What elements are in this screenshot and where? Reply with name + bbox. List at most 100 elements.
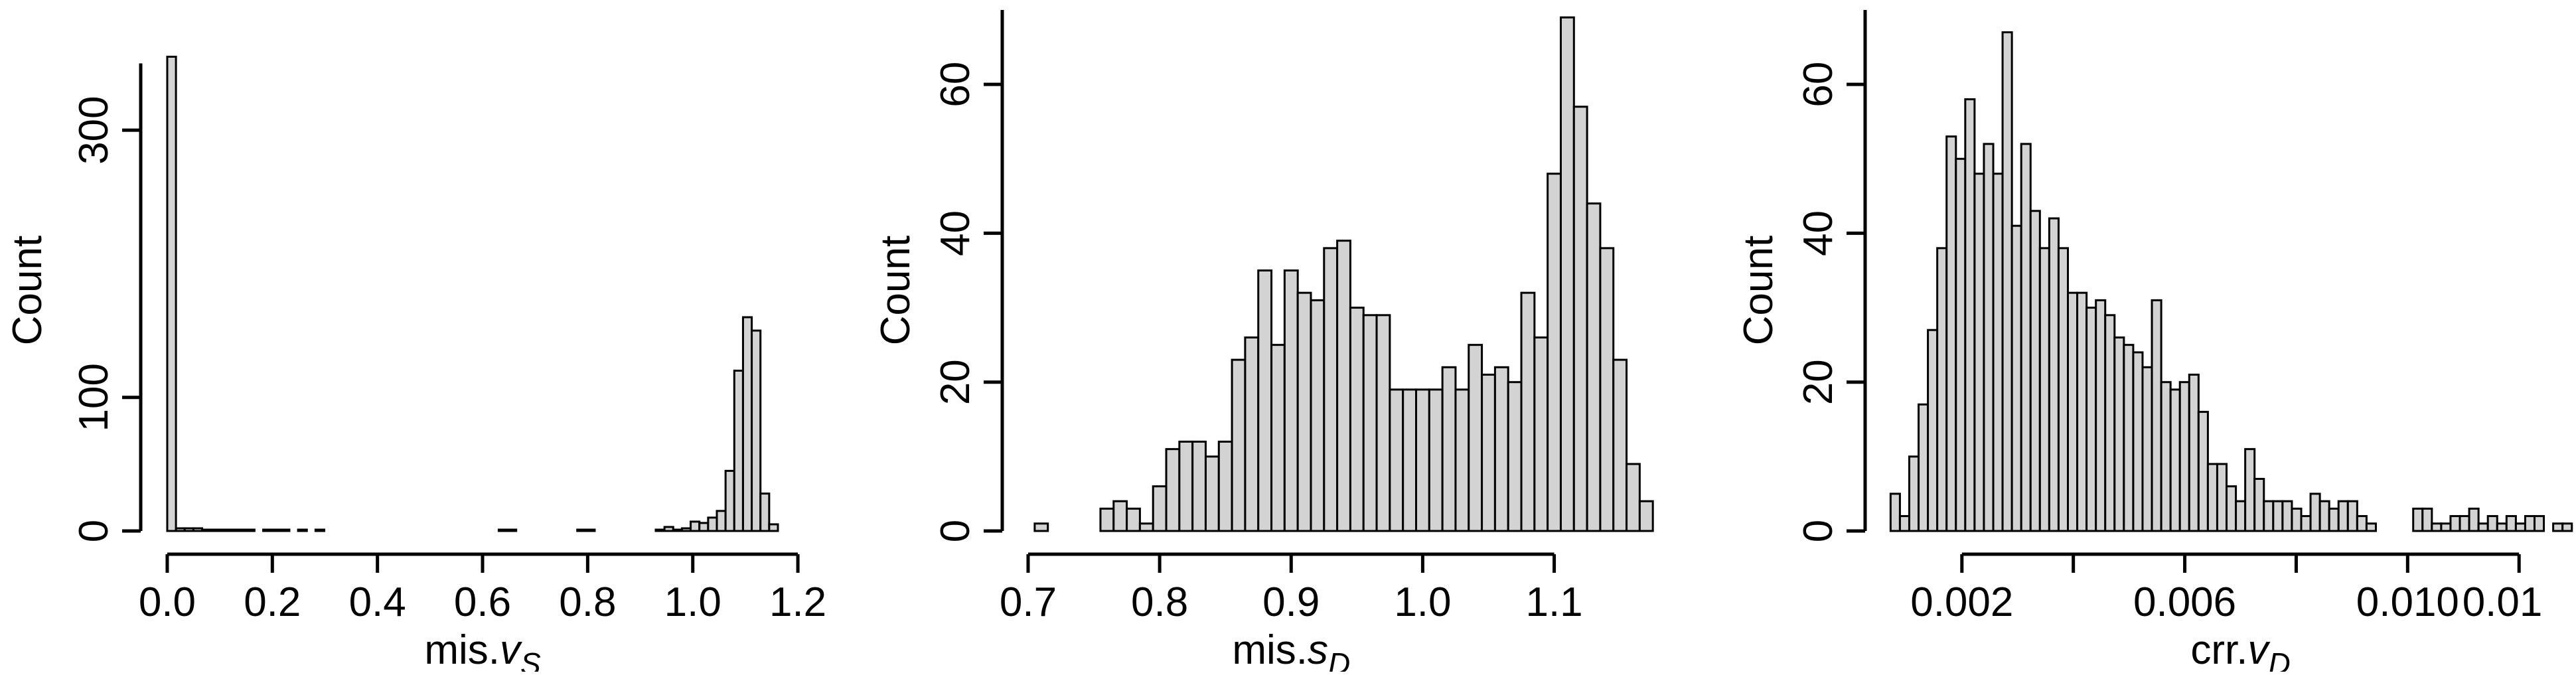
histogram-bar [1270,344,1286,532]
histogram-bar [1520,291,1536,532]
x-tick-label: 0.8 [559,579,616,625]
histogram-bar [2328,507,2340,532]
histogram-bar [2449,515,2461,532]
histogram-bar [1945,135,1957,532]
histogram-bar [2300,515,2312,532]
y-tick-label: 300 [71,96,117,164]
histogram-bar [1349,307,1365,532]
histogram-bar [2244,448,2256,532]
histogram-bar [1231,358,1247,532]
histogram-bar [297,528,308,532]
histogram-bar [2038,247,2050,532]
histogram-bar [768,523,779,532]
histogram-bar [2057,247,2069,532]
y-axis-title: Count [1736,236,1781,345]
histogram-bar [716,510,727,532]
histogram-bar [2309,492,2321,532]
histogram-bar [2346,500,2358,532]
histogram-bar [1415,388,1430,532]
histogram-bar [1296,291,1312,532]
histogram-bar [2188,374,2200,532]
x-axis-title: mis.sD [1232,627,1350,672]
histogram-bar [2486,515,2498,532]
x-tick-label: 1.0 [1394,579,1451,625]
histogram-bar [1918,403,1930,532]
histogram-bar [1927,329,1939,532]
histogram-bar [1626,463,1641,532]
histogram-bar [2076,291,2088,532]
x-tick-label: 1.0 [664,579,721,625]
histogram-bar [2123,344,2135,532]
histogram-bar [1191,440,1207,532]
histogram-bar [1112,500,1128,532]
histogram-bar [680,527,692,532]
histogram-bar [1586,202,1602,532]
histogram-bar [2029,210,2041,532]
histogram-bar [690,520,701,532]
y-tick-label: 40 [1795,210,1841,256]
histogram-bar [175,527,186,532]
histogram-bar [1257,269,1273,532]
x-tick-label: 0.006 [2133,579,2236,625]
histogram-bar [2104,314,2116,532]
histogram-bar [2253,478,2265,532]
histogram-bar [244,528,256,532]
y-tick-label: 0 [1795,520,1841,542]
histogram-bar [1983,143,1995,532]
y-tick-label: 100 [71,363,117,431]
y-tick-label: 60 [933,62,978,108]
histogram-bar [2151,299,2162,532]
histogram-bar [1908,455,1920,532]
histogram-bar [2468,507,2480,532]
histogram-bar [314,528,326,532]
histogram-bar [751,329,762,532]
histogram-bar [210,528,221,532]
histogram-bar [2496,522,2508,532]
histogram-bar [2216,463,2228,532]
x-tick-label: 0.01 [2462,579,2543,625]
x-tick-label: 0.8 [1131,579,1188,625]
histogram-bar [2085,307,2097,532]
histogram-bar [2534,515,2545,532]
histogram-bar [1323,247,1339,532]
histogram-bar [1889,492,1901,532]
x-tick-label: 0.2 [244,579,301,625]
histogram-bar [724,469,735,532]
histogram-bar [2272,500,2284,532]
histogram-bar [1165,448,1181,532]
y-tick-label: 0 [71,520,117,542]
y-axis-title: Count [5,236,50,345]
x-tick-label: 0.7 [1000,579,1057,625]
histogram-bar [1138,522,1154,532]
histogram-bar [236,528,247,532]
histogram-bar [1507,381,1523,532]
histogram-bar [2263,500,2275,532]
x-tick-label: 0.0 [139,579,196,625]
histogram-bar [2459,515,2470,532]
histogram-bar [1178,440,1194,532]
histogram-bar [2356,515,2368,532]
x-tick-label: 1.1 [1525,579,1582,625]
x-tick-label: 0.9 [1262,579,1320,625]
histogram-bar [2001,31,2013,532]
histogram-bar [1964,98,1976,532]
histogram-bar [1244,336,1260,532]
histogram-bar [1099,507,1115,532]
histogram-bar [183,527,194,532]
histogram-bar [218,528,230,532]
histogram-bar [1898,515,1910,532]
histogram-bar [759,492,771,532]
histogram-bar [262,528,273,532]
y-tick-label: 20 [933,359,978,405]
histogram-bar [2505,515,2517,532]
histogram-bar [1336,240,1351,532]
histogram-bar [2048,217,2060,532]
y-axis-title: Count [873,236,919,345]
histogram-bar [1428,388,1444,532]
histogram-bar [2337,500,2349,532]
histogram-bar [707,516,718,532]
histogram-bar [1559,16,1575,532]
histogram-bar [1402,388,1418,532]
histogram-bar [1033,522,1049,532]
